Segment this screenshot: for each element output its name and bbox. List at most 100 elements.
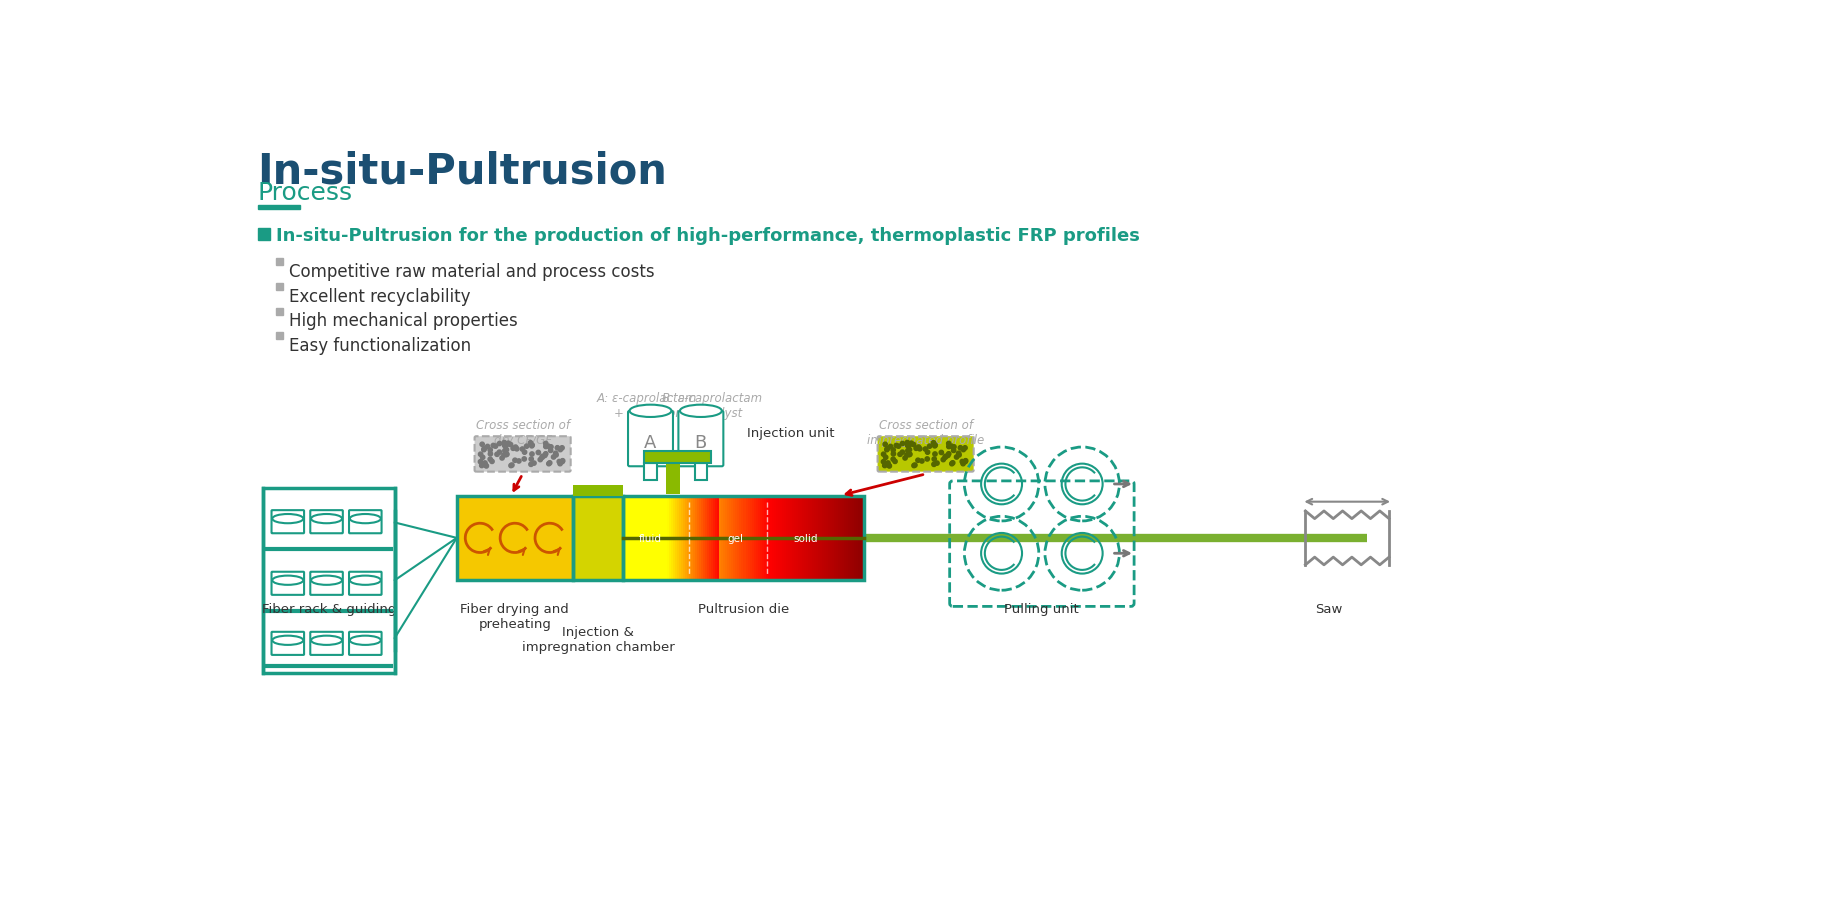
- Bar: [708, 495, 710, 580]
- Bar: [668, 495, 670, 580]
- Circle shape: [504, 452, 509, 457]
- Circle shape: [540, 454, 544, 459]
- Bar: [850, 495, 852, 580]
- Bar: [692, 495, 694, 580]
- Circle shape: [546, 444, 551, 449]
- Circle shape: [502, 443, 507, 448]
- Bar: [690, 495, 692, 580]
- Circle shape: [560, 459, 564, 463]
- Circle shape: [558, 461, 562, 466]
- Circle shape: [883, 455, 887, 460]
- FancyBboxPatch shape: [349, 572, 381, 595]
- Bar: [573, 495, 624, 580]
- Circle shape: [914, 446, 918, 450]
- Bar: [650, 495, 652, 580]
- Circle shape: [954, 455, 958, 460]
- Circle shape: [502, 453, 506, 457]
- Circle shape: [887, 463, 891, 467]
- Text: fluid: fluid: [639, 534, 662, 544]
- Circle shape: [909, 442, 912, 447]
- Circle shape: [529, 452, 535, 456]
- Bar: [276, 332, 283, 339]
- Circle shape: [916, 458, 920, 462]
- Circle shape: [964, 459, 967, 463]
- Bar: [745, 495, 748, 580]
- Circle shape: [487, 457, 493, 461]
- Bar: [701, 495, 704, 580]
- Circle shape: [891, 457, 896, 461]
- Bar: [672, 495, 673, 580]
- Circle shape: [522, 457, 526, 461]
- Circle shape: [478, 460, 482, 464]
- FancyBboxPatch shape: [628, 411, 673, 466]
- Circle shape: [548, 461, 551, 466]
- Bar: [794, 495, 796, 580]
- Circle shape: [953, 445, 956, 449]
- Circle shape: [964, 446, 967, 450]
- Circle shape: [944, 454, 947, 459]
- Bar: [635, 495, 639, 580]
- Circle shape: [907, 452, 912, 456]
- FancyBboxPatch shape: [349, 632, 381, 655]
- Circle shape: [889, 444, 892, 449]
- Bar: [785, 495, 788, 580]
- Ellipse shape: [272, 514, 303, 523]
- Bar: [816, 495, 818, 580]
- Circle shape: [951, 460, 954, 465]
- Circle shape: [558, 448, 562, 451]
- Bar: [768, 495, 770, 580]
- Bar: [257, 205, 299, 209]
- Bar: [821, 495, 825, 580]
- Bar: [737, 495, 741, 580]
- Circle shape: [956, 453, 962, 457]
- Circle shape: [551, 455, 557, 460]
- Bar: [808, 495, 810, 580]
- Bar: [832, 495, 834, 580]
- Circle shape: [555, 453, 558, 457]
- Ellipse shape: [350, 635, 381, 645]
- Circle shape: [891, 448, 896, 452]
- Text: Easy functionalization: Easy functionalization: [288, 337, 471, 355]
- Bar: [456, 495, 573, 580]
- Ellipse shape: [350, 576, 381, 585]
- Bar: [659, 495, 662, 580]
- Bar: [694, 495, 695, 580]
- Bar: [756, 495, 759, 580]
- Circle shape: [942, 458, 945, 461]
- Circle shape: [557, 460, 562, 463]
- Bar: [770, 495, 772, 580]
- Bar: [790, 495, 792, 580]
- Bar: [818, 495, 821, 580]
- Text: Injection &
impregnation chamber: Injection & impregnation chamber: [522, 626, 675, 655]
- Circle shape: [920, 459, 923, 463]
- Circle shape: [949, 461, 954, 466]
- Bar: [631, 495, 633, 580]
- Circle shape: [940, 450, 944, 455]
- Circle shape: [506, 442, 509, 447]
- Bar: [752, 495, 754, 580]
- Bar: [823, 495, 827, 580]
- Bar: [861, 495, 865, 580]
- Bar: [858, 495, 860, 580]
- Circle shape: [960, 460, 964, 463]
- Circle shape: [500, 456, 504, 460]
- FancyBboxPatch shape: [272, 510, 305, 533]
- Circle shape: [918, 447, 922, 451]
- Circle shape: [491, 443, 495, 448]
- Bar: [695, 463, 706, 480]
- Circle shape: [509, 463, 513, 468]
- Bar: [677, 495, 681, 580]
- Bar: [703, 495, 706, 580]
- Text: Injection unit: Injection unit: [748, 427, 834, 440]
- Circle shape: [478, 452, 484, 457]
- Bar: [699, 495, 703, 580]
- Bar: [739, 495, 743, 580]
- Circle shape: [544, 441, 548, 446]
- Circle shape: [931, 440, 936, 445]
- Circle shape: [484, 464, 489, 468]
- Bar: [847, 495, 850, 580]
- Circle shape: [529, 457, 533, 461]
- Bar: [759, 495, 763, 580]
- Bar: [276, 259, 283, 265]
- Circle shape: [907, 442, 911, 446]
